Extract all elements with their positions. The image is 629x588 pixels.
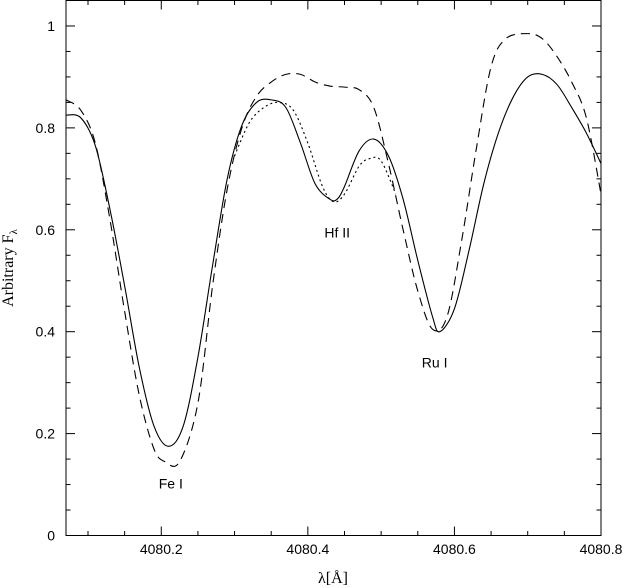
tick-labels: 4080.2 4080.4 4080.6 4080.8 0 0.2 0.4 0.6 0.8 1 xyxy=(36,18,623,557)
y-tick-label: 0 xyxy=(47,528,55,544)
x-tick-label: 4080.4 xyxy=(286,541,329,557)
x-tick-label: 4080.8 xyxy=(580,541,623,557)
y-tick-label: 0.8 xyxy=(36,120,56,136)
y-axis-title: Arbitrary Fλ xyxy=(0,228,20,306)
y-tick-label: 0.2 xyxy=(36,426,56,442)
line-annotation: Ru I xyxy=(422,354,448,370)
x-tick-label: 4080.2 xyxy=(140,541,183,557)
y-tick-label: 1 xyxy=(47,18,55,34)
y-tick-label: 0.4 xyxy=(36,324,56,340)
y-axis-title-subscript: λ xyxy=(8,228,20,234)
y-axis-title-text: Arbitrary F xyxy=(0,234,17,307)
line-annotation: Fe I xyxy=(159,476,183,492)
series-group xyxy=(65,33,602,468)
x-axis-title: λ[Å] xyxy=(318,569,348,587)
series-dashed-line xyxy=(65,33,602,468)
y-tick-label: 0.6 xyxy=(36,222,56,238)
series-solid-line xyxy=(65,73,602,447)
plot-frame xyxy=(65,0,602,536)
series-dotted-line xyxy=(234,101,397,203)
x-tick-label: 4080.6 xyxy=(433,541,476,557)
line-annotation: Hf II xyxy=(324,224,350,240)
line-annotations: Fe I Hf II Ru I xyxy=(159,224,448,491)
axis-ticks xyxy=(66,0,602,536)
